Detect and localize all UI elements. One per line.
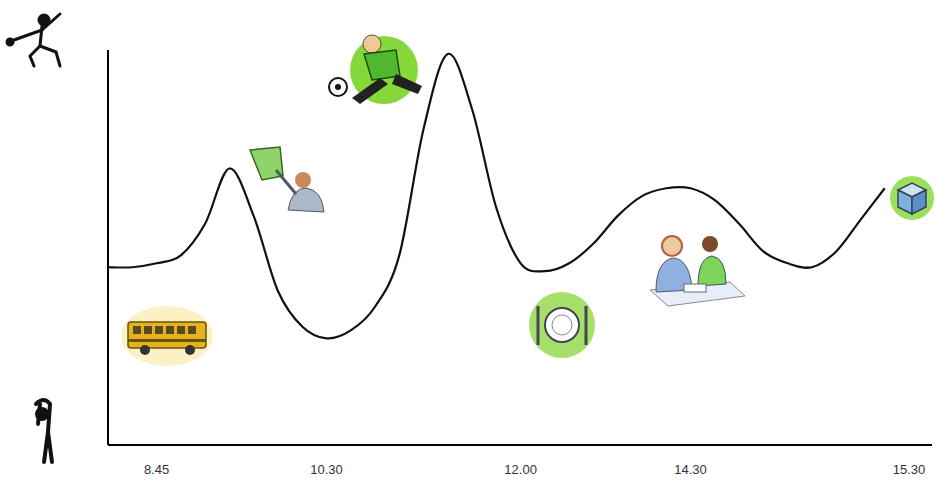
x-tick-label: 12.00	[504, 462, 537, 477]
glow	[529, 292, 595, 358]
plot-area	[108, 54, 885, 339]
wheel	[140, 345, 150, 355]
shirt	[364, 50, 400, 80]
wheel	[185, 345, 195, 355]
glow	[890, 176, 934, 220]
lunch-icon	[529, 292, 595, 358]
knife	[585, 306, 588, 345]
glow	[350, 36, 418, 104]
bus-window	[177, 326, 185, 334]
leg	[48, 432, 52, 462]
fork	[537, 306, 540, 345]
x-tick-label: 15.30	[893, 462, 926, 477]
arm	[276, 170, 296, 194]
tired-figure	[36, 400, 52, 462]
head	[702, 236, 718, 252]
plate	[545, 308, 579, 342]
leg	[30, 46, 40, 66]
head	[662, 236, 682, 256]
x-tick-label: 14.30	[674, 462, 707, 477]
ball-patch	[335, 84, 341, 90]
bus-window	[188, 326, 196, 334]
study-icon	[650, 236, 745, 306]
board	[250, 147, 283, 180]
energy-line	[108, 54, 885, 339]
y-axis	[107, 50, 109, 445]
bus-window	[155, 326, 163, 334]
teacher-icon	[250, 147, 324, 212]
x-tick-label: 10.30	[310, 462, 343, 477]
box-left	[898, 190, 912, 214]
head	[363, 35, 381, 53]
hand	[7, 39, 13, 45]
arm	[38, 404, 40, 424]
bus-window	[133, 326, 141, 334]
soccer-icon	[329, 35, 422, 104]
arm	[42, 14, 60, 30]
bus-window	[166, 326, 174, 334]
bus-icon	[121, 306, 213, 366]
leg	[392, 74, 422, 94]
energetic-figure	[7, 14, 60, 66]
bus-window	[144, 326, 152, 334]
book	[684, 284, 706, 292]
icons	[7, 14, 934, 462]
body	[36, 400, 50, 432]
box-right	[912, 190, 926, 214]
ball	[329, 78, 347, 96]
bus-stripe	[128, 339, 206, 342]
head	[295, 172, 311, 188]
x-tick-label: 8.45	[144, 462, 169, 477]
bus-body	[128, 322, 206, 348]
chart: 8.45 10.30 12.00 14.30 15.30	[0, 0, 936, 485]
arm	[14, 30, 42, 40]
glow	[121, 306, 213, 366]
body	[698, 256, 726, 286]
plate-rim	[552, 315, 572, 335]
x-axis	[108, 444, 932, 446]
box-icon	[890, 176, 934, 220]
leg	[352, 78, 388, 104]
leg	[40, 46, 60, 66]
